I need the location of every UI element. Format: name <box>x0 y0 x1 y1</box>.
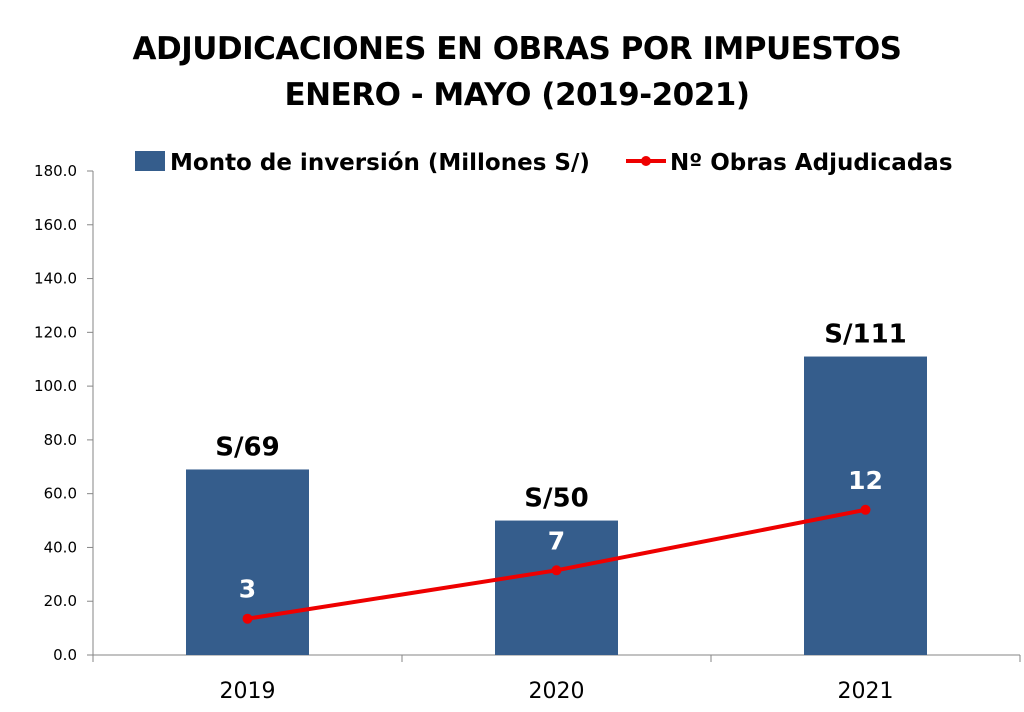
y-tick-label: 100.0 <box>34 377 77 395</box>
x-tick-label: 2021 <box>838 679 894 704</box>
line-data-label: 3 <box>239 575 256 604</box>
legend-bar-label: Monto de inversión (Millones S/) <box>170 150 590 176</box>
legend-line-marker <box>641 156 651 166</box>
bar <box>186 469 309 655</box>
x-tick-label: 2019 <box>220 679 276 704</box>
legend-bar-swatch <box>135 151 165 171</box>
y-tick-label: 0.0 <box>53 646 77 664</box>
line-point <box>860 504 871 515</box>
chart-title-line2: ENERO - MAYO (2019-2021) <box>284 77 750 113</box>
y-tick-label: 60.0 <box>44 485 77 503</box>
bar-data-label: S/69 <box>215 432 279 462</box>
line-data-label: 12 <box>848 466 883 495</box>
y-tick-label: 20.0 <box>44 592 77 610</box>
y-tick-label: 80.0 <box>44 431 77 449</box>
legend-line-label: Nº Obras Adjudicadas <box>670 150 953 176</box>
chart-title: ADJUDICACIONES EN OBRAS POR IMPUESTOS EN… <box>0 26 1024 118</box>
line-point <box>551 565 562 576</box>
y-tick-label: 160.0 <box>34 216 77 234</box>
line-data-label: 7 <box>548 526 565 555</box>
bar <box>495 520 618 655</box>
x-tick-label: 2020 <box>529 679 585 704</box>
bar-data-label: S/111 <box>824 320 907 350</box>
y-tick-label: 140.0 <box>34 270 77 288</box>
chart-title-line1: ADJUDICACIONES EN OBRAS POR IMPUESTOS <box>132 31 902 67</box>
y-tick-label: 180.0 <box>34 162 77 180</box>
y-tick-label: 120.0 <box>34 323 77 341</box>
line-point <box>242 613 253 624</box>
y-tick-label: 40.0 <box>44 538 77 556</box>
bar-data-label: S/50 <box>524 484 588 514</box>
